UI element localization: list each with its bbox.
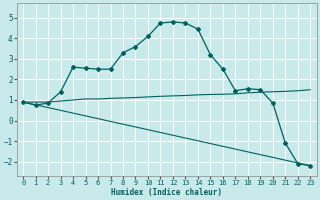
X-axis label: Humidex (Indice chaleur): Humidex (Indice chaleur): [111, 188, 222, 197]
